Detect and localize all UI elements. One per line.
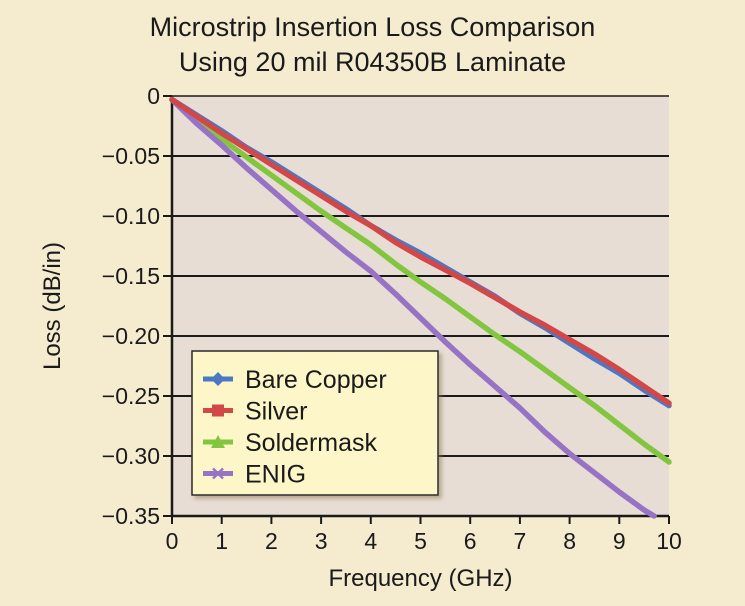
x-tick-label: 5: [414, 528, 427, 554]
y-tick-label: −0.30: [102, 443, 160, 469]
legend-marker-soldermask: [211, 435, 225, 448]
legend-marker-bare-copper: [211, 372, 225, 386]
series-line-enig: [169, 96, 657, 519]
y-tick-label: −0.20: [102, 323, 160, 349]
x-tick-label: 8: [563, 528, 576, 554]
y-tick-label: −0.35: [102, 503, 160, 529]
x-tick-label: 2: [265, 528, 278, 554]
x-axis-label: Frequency (GHz): [328, 565, 512, 592]
legend-marker-enig: [212, 467, 224, 480]
x-tick-label: 3: [315, 528, 328, 554]
x-tick-label: 1: [215, 528, 228, 554]
chart-title: Microstrip Insertion Loss Comparison: [149, 12, 596, 42]
y-tick-label: −0.25: [102, 383, 160, 409]
legend-label-silver: Silver: [245, 398, 308, 426]
chart-title-block: Microstrip Insertion Loss Comparison Usi…: [0, 10, 745, 80]
series-line-silver: [169, 96, 672, 406]
legend-label-soldermask: Soldermask: [245, 429, 377, 457]
legend-label-bare-copper: Bare Copper: [245, 366, 387, 394]
x-tick-label: 9: [613, 528, 626, 554]
legend-marker-silver: [212, 404, 224, 417]
x-tick-label: 4: [364, 528, 377, 554]
y-tick-label: −0.05: [102, 143, 160, 169]
x-tick-label: 7: [514, 528, 527, 554]
chart-subtitle: Using 20 mil R04350B Laminate: [178, 47, 567, 77]
x-tick-label: 10: [656, 528, 682, 554]
x-tick-label: 0: [166, 528, 179, 554]
y-tick-label: −0.10: [102, 203, 160, 229]
legend-label-enig: ENIG: [245, 461, 306, 489]
y-tick-label: −0.15: [102, 263, 160, 289]
y-axis-label: Loss (dB/in): [39, 242, 66, 370]
legend: Bare Copper Silver Soldermask ENIG: [191, 350, 439, 496]
series-line-soldermask: [169, 96, 672, 465]
x-tick-label: 6: [464, 528, 477, 554]
y-tick-label: 0: [147, 83, 160, 109]
